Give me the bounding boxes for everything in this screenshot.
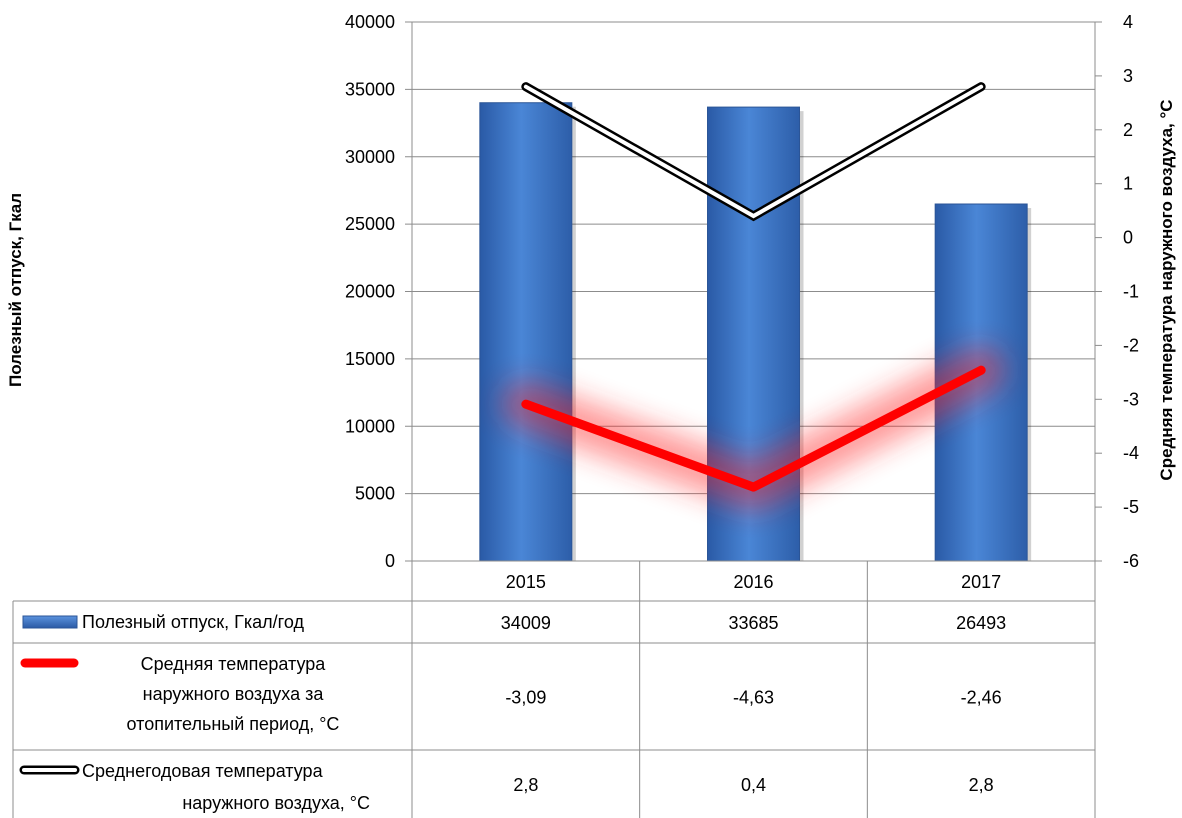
series-line: [521, 365, 986, 492]
y-left-tick-label: 15000: [345, 349, 395, 369]
y-right-tick-label: -2: [1123, 335, 1139, 355]
y-right-tick-label: 3: [1123, 66, 1133, 86]
y-left-tick-label: 25000: [345, 214, 395, 234]
y-right-tick-label: -4: [1123, 443, 1139, 463]
legend-label: Среднегодовая температура: [82, 761, 324, 781]
data-label: -3,09: [505, 688, 546, 708]
y-left-tick-label: 35000: [345, 79, 395, 99]
x-tick-label: 2016: [733, 572, 773, 592]
axes: 0 5000 10000 15000 20000 25000 30000 35000 40000…: [345, 12, 1139, 571]
legend-label: наружного воздуха за: [143, 684, 325, 704]
y-left-axis-title: Полезный отпуск, Гкал: [6, 193, 25, 387]
y-right-tick-label: -1: [1123, 282, 1139, 302]
series-line: [523, 84, 984, 219]
y-right-tick-label: -6: [1123, 551, 1139, 571]
y-left-tick-label: 5000: [355, 484, 395, 504]
data-table: 2015 2016 2017 Полезный отпуск, Гкал/год 340…: [12, 561, 1096, 818]
legend-label: наружного воздуха, °С: [182, 793, 370, 813]
x-tick-label: 2017: [961, 572, 1001, 592]
data-label: 34009: [501, 613, 551, 633]
legend-label: отопительный период, °С: [127, 714, 340, 734]
legend-key-bar: [22, 615, 78, 629]
y-right-tick-label: 1: [1123, 174, 1133, 194]
x-tick-label: 2015: [506, 572, 546, 592]
bar: [479, 102, 573, 562]
legend-label: Средняя температура: [141, 654, 327, 674]
data-label: 2,8: [513, 775, 538, 795]
y-right-tick-label: -3: [1123, 389, 1139, 409]
data-label: 0,4: [741, 775, 766, 795]
y-left-tick-label: 0: [385, 551, 395, 571]
data-label: -4,63: [733, 688, 774, 708]
y-left-tick-label: 40000: [345, 12, 395, 32]
data-label: -2,46: [961, 688, 1002, 708]
data-label: 2,8: [969, 775, 994, 795]
y-right-tick-label: 4: [1123, 12, 1133, 32]
legend-label: Полезный отпуск, Гкал/год: [82, 612, 304, 632]
y-right-tick-label: -5: [1123, 497, 1139, 517]
y-left-tick-label: 20000: [345, 282, 395, 302]
y-left-tick-label: 30000: [345, 147, 395, 167]
y-right-axis-title: Средняя температура наружного воздуха, °…: [1157, 99, 1176, 480]
y-right-tick-label: 2: [1123, 120, 1133, 140]
data-label: 26493: [956, 613, 1006, 633]
y-left-tick-label: 10000: [345, 416, 395, 436]
y-right-tick-label: 0: [1123, 228, 1133, 248]
data-label: 33685: [728, 613, 778, 633]
line-series: [502, 82, 1005, 511]
